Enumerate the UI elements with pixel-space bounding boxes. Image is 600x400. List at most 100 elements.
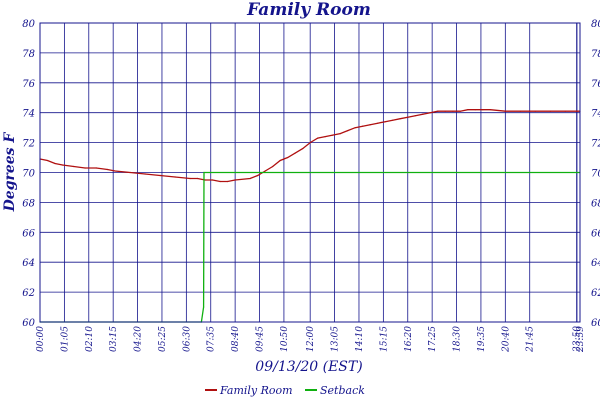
data-point <box>114 170 116 172</box>
x-tick-label: 06:30 <box>182 326 192 352</box>
x-tick-label: 12:00 <box>306 326 316 352</box>
data-point <box>84 167 86 169</box>
data-point <box>437 110 439 112</box>
data-point <box>204 179 206 181</box>
y-ticks-left: 60 62 64 66 68 70 72 74 76 78 80 <box>22 19 35 329</box>
x-tick-label: 23:50 <box>573 326 583 353</box>
data-point <box>564 110 566 112</box>
y-axis-label: Degrees F <box>2 132 18 213</box>
y-tick-label-right: 60 <box>591 318 600 329</box>
data-point <box>144 173 146 175</box>
chart-title: Family Room <box>246 0 371 20</box>
data-point <box>384 121 386 123</box>
data-point <box>392 119 394 121</box>
data-point <box>504 110 506 112</box>
x-tick-label: 10:50 <box>280 326 290 352</box>
data-point <box>474 109 476 111</box>
x-tick-label: 17:25 <box>428 326 438 352</box>
y-tick-label-left: 72 <box>22 139 35 150</box>
x-tick-label: 15:15 <box>379 326 389 352</box>
data-point <box>46 159 49 162</box>
y-tick-label-right: 72 <box>591 139 600 150</box>
y-tick-label-right: 64 <box>591 258 600 269</box>
data-point <box>429 112 431 114</box>
x-ticks: 00:00 01:05 02:10 03:15 04:20 05:25 06:30 07:35… <box>36 326 586 353</box>
y-tick-label-left: 74 <box>22 109 35 120</box>
legend-label: Family Room <box>219 384 293 397</box>
data-point <box>489 109 491 111</box>
y-tick-label-left: 66 <box>22 228 35 239</box>
data-point <box>61 164 64 166</box>
data-point <box>264 170 266 172</box>
data-point <box>399 118 401 120</box>
y-tick-label-left: 62 <box>22 288 35 299</box>
data-point <box>294 152 296 154</box>
legend-label: Setback <box>320 384 365 397</box>
data-point <box>369 124 371 126</box>
y-tick-label-left: 78 <box>22 49 35 60</box>
data-point <box>272 165 274 168</box>
data-point <box>95 167 97 169</box>
y-tick-label-left: 64 <box>22 258 35 269</box>
y-tick-label-right: 70 <box>591 169 600 180</box>
y-tick-label-right: 78 <box>591 49 600 60</box>
data-point <box>309 142 311 144</box>
data-point <box>534 110 536 112</box>
x-tick-label: 05:25 <box>158 326 168 352</box>
data-point <box>227 180 229 183</box>
x-axis-label: 09/13/20 (EST) <box>255 359 362 375</box>
data-point <box>332 134 334 136</box>
x-tick-label: 13:05 <box>331 326 341 352</box>
data-point <box>54 162 56 165</box>
x-tick-label: 04:20 <box>134 326 144 352</box>
data-point <box>203 171 205 174</box>
x-tick-label: 07:35 <box>207 326 217 352</box>
data-point <box>422 113 424 115</box>
y-tick-label-left: 70 <box>22 169 35 180</box>
data-point <box>174 176 176 178</box>
data-point <box>362 125 364 127</box>
x-tick-label: 21:45 <box>526 326 536 353</box>
y-ticks-right: 60 62 64 66 68 70 72 74 76 78 80 <box>591 19 600 329</box>
x-tick-label: 16:20 <box>404 326 414 352</box>
data-point <box>234 179 236 181</box>
x-tick-label: 23:59 <box>576 326 586 353</box>
x-tick-label: 03:15 <box>109 326 119 352</box>
x-tick-label: 09:45 <box>256 326 266 352</box>
x-tick-label: 08:40 <box>231 326 241 352</box>
data-point <box>452 110 454 112</box>
x-tick-label: 00:00 <box>36 326 46 352</box>
data-point <box>212 179 214 181</box>
data-point <box>159 174 161 177</box>
data-point <box>459 110 461 112</box>
data-point <box>414 115 416 117</box>
data-point <box>482 109 484 111</box>
data-point <box>249 177 251 180</box>
data-point <box>197 177 199 180</box>
data-point <box>324 136 326 138</box>
data-point <box>189 177 191 180</box>
data-point <box>407 116 409 118</box>
y-tick-label-right: 68 <box>591 198 600 209</box>
data-point <box>287 156 289 159</box>
data-point <box>73 165 75 168</box>
x-tick-label: 20:40 <box>501 326 511 353</box>
plot-border <box>39 22 581 323</box>
y-tick-label-right: 76 <box>591 79 600 90</box>
data-point <box>129 171 131 174</box>
legend: Family Room Setback <box>205 384 365 397</box>
y-tick-label-right: 62 <box>591 288 600 299</box>
x-tick-label: 14:10 <box>355 326 365 352</box>
y-tick-label-left: 60 <box>22 318 35 329</box>
x-tick-label: 18:30 <box>453 326 463 352</box>
data-point <box>279 159 281 162</box>
data-point <box>347 130 349 132</box>
x-tick-label: 19:35 <box>477 326 487 352</box>
data-point <box>106 168 109 171</box>
data-point <box>377 122 379 124</box>
y-tick-label-left: 76 <box>22 79 35 90</box>
x-tick-label: 02:10 <box>85 326 95 352</box>
data-point <box>219 180 221 183</box>
data-point <box>317 137 319 139</box>
